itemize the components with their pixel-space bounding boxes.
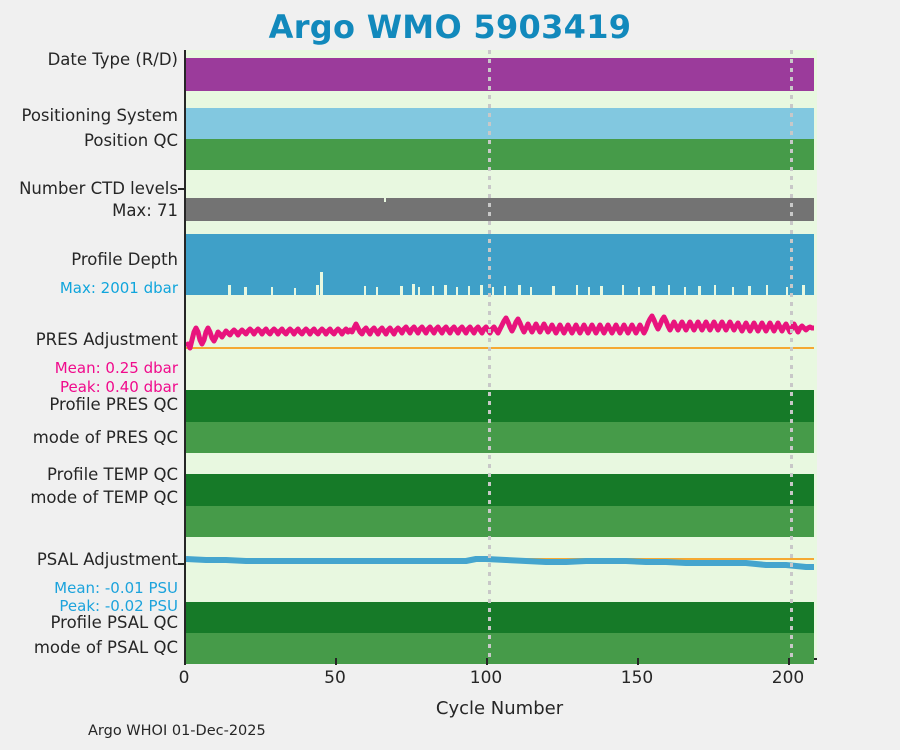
footer-credit: Argo WHOI 01-Dec-2025 xyxy=(88,723,266,739)
xtick-200 xyxy=(788,658,790,665)
band-mode-temp-qc xyxy=(186,506,814,537)
band-profile-psal-qc xyxy=(186,602,814,633)
row-profile-depth xyxy=(186,232,817,295)
row-positioning-system xyxy=(186,108,817,139)
band-mode-pres-qc xyxy=(186,422,814,453)
ctd-levels-bars xyxy=(186,198,814,221)
band-mode-psal-qc xyxy=(186,633,814,664)
xtick-150 xyxy=(637,658,639,665)
label-profile-depth-max: Max: 2001 dbar xyxy=(59,279,178,297)
label-pres-adjustment: PRES Adjustment xyxy=(35,330,178,349)
label-profile-pres-qc: Profile PRES QC xyxy=(49,395,178,414)
xtick-0 xyxy=(184,658,186,665)
page-title: Argo WMO 5903419 xyxy=(268,8,632,46)
timeline-plot-area xyxy=(184,50,817,664)
label-mode-psal-qc: mode of PSAL QC xyxy=(33,638,178,657)
xticklabel-0: 0 xyxy=(178,668,190,688)
xticklabel-150: 150 xyxy=(620,668,654,688)
label-pres-peak: Peak: 0.40 dbar xyxy=(59,378,178,396)
pres-zero-reference-line xyxy=(186,347,814,349)
pres-adjustment-line xyxy=(186,313,815,351)
label-position-qc: Position QC xyxy=(84,131,178,150)
label-mode-temp-qc: mode of TEMP QC xyxy=(30,488,178,507)
xticklabel-100: 100 xyxy=(469,668,503,688)
label-ctd-levels-max: Max: 71 xyxy=(112,201,178,220)
label-mode-pres-qc: mode of PRES QC xyxy=(32,428,178,447)
x-axis-label: Cycle Number xyxy=(435,698,564,719)
band-date-type xyxy=(186,58,814,91)
row-ctd-levels xyxy=(186,190,817,221)
band-position-qc xyxy=(186,139,814,170)
row-date-type xyxy=(186,58,817,91)
xticklabel-50: 50 xyxy=(324,668,346,688)
label-psal-adjustment: PSAL Adjustment xyxy=(36,550,178,569)
profile-depth-bars xyxy=(186,234,814,295)
band-profile-pres-qc xyxy=(186,390,814,422)
label-psal-mean: Mean: -0.01 PSU xyxy=(54,579,178,597)
label-psal-peak: Peak: -0.02 PSU xyxy=(59,597,178,615)
row-mode-pres-qc xyxy=(186,422,817,453)
xticklabel-200: 200 xyxy=(771,668,805,688)
ytick-ctd-levels xyxy=(178,188,185,190)
band-profile-temp-qc xyxy=(186,474,814,506)
row-psal-adjustment xyxy=(186,520,817,620)
row-profile-psal-qc xyxy=(186,602,817,633)
xtick-50 xyxy=(335,658,337,665)
row-position-qc xyxy=(186,139,817,170)
row-mode-psal-qc xyxy=(186,633,817,664)
label-date-type: Date Type (R/D) xyxy=(47,50,178,69)
label-profile-temp-qc: Profile TEMP QC xyxy=(47,465,178,484)
row-pres-adjustment xyxy=(186,310,817,385)
label-positioning-system: Positioning System xyxy=(21,106,178,125)
label-profile-psal-qc: Profile PSAL QC xyxy=(50,613,178,632)
psal-adjustment-line xyxy=(186,556,814,570)
row-profile-pres-qc xyxy=(186,390,817,422)
ytick-psal-adjustment xyxy=(178,563,185,565)
xtick-100 xyxy=(486,658,488,665)
band-positioning-system xyxy=(186,108,814,139)
label-profile-depth: Profile Depth xyxy=(71,250,178,269)
label-ctd-levels: Number CTD levels xyxy=(19,179,178,198)
row-mode-temp-qc xyxy=(186,506,817,537)
label-pres-mean: Mean: 0.25 dbar xyxy=(54,359,178,377)
row-profile-temp-qc xyxy=(186,474,817,506)
